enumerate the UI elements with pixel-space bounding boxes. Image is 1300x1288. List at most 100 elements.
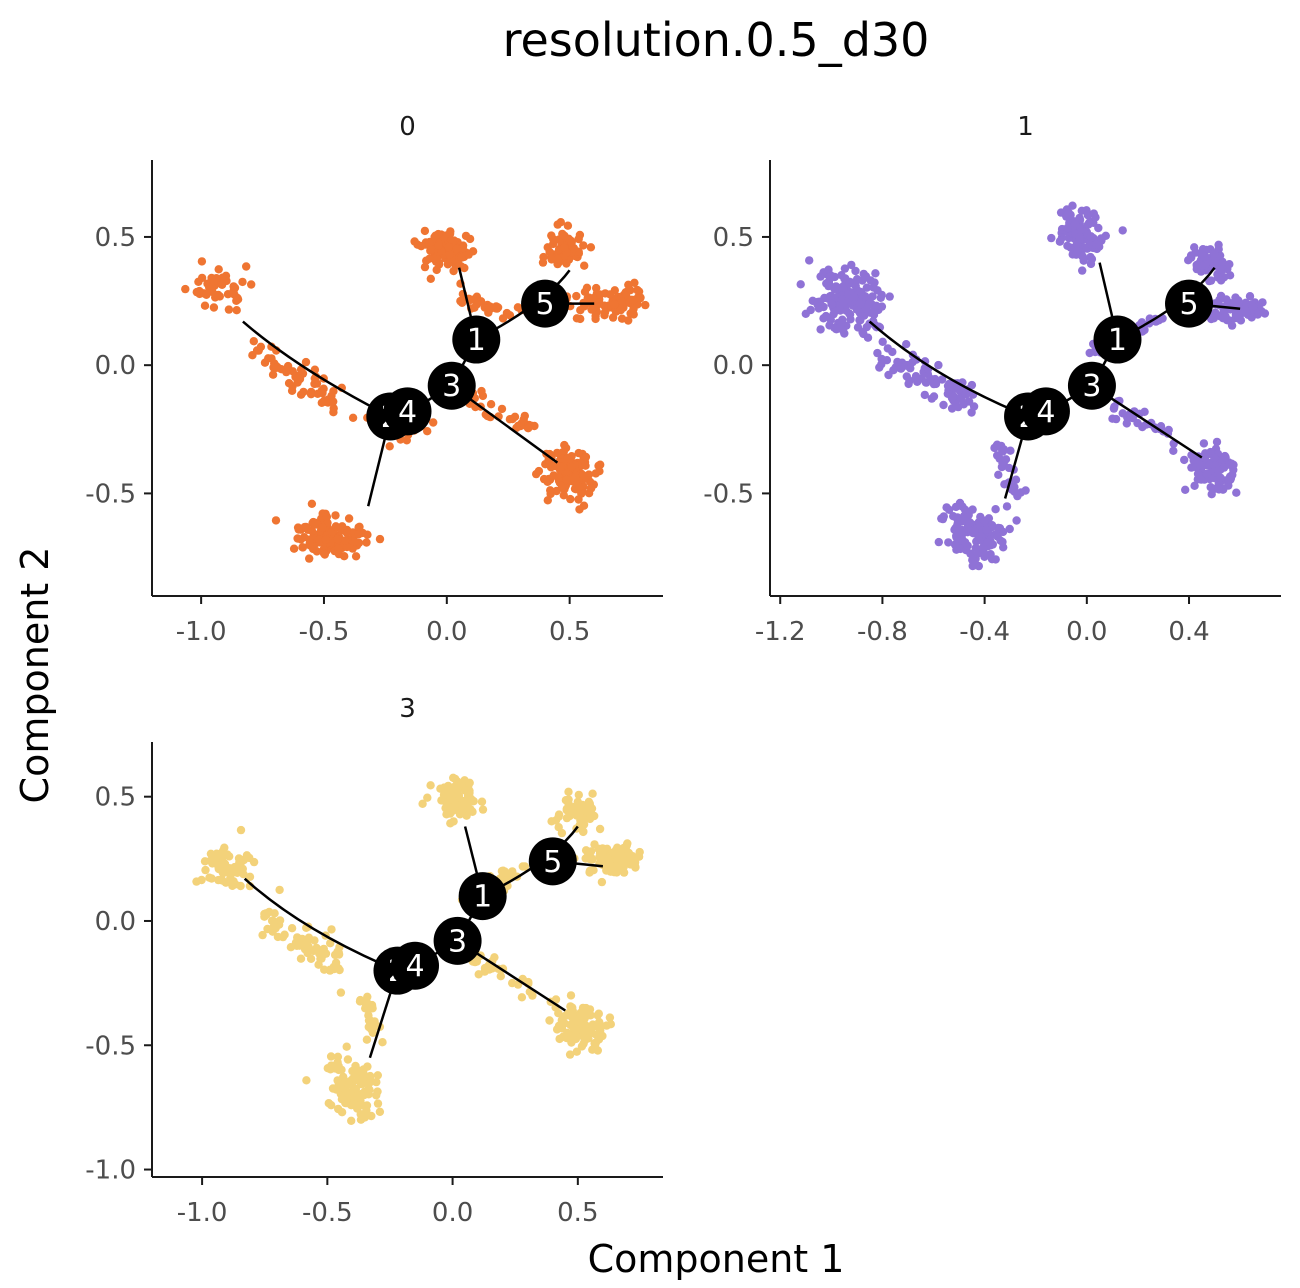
data-point [294,525,303,534]
data-point [350,537,360,546]
data-point [600,308,610,317]
data-point [485,303,494,313]
data-point [227,864,236,873]
data-point [586,807,595,817]
data-point [967,380,977,390]
data-point [816,272,825,281]
node-label: 4 [398,395,417,430]
data-point [961,538,970,547]
data-point [1198,245,1208,254]
data-point [846,315,855,324]
data-point [1180,455,1189,465]
data-point [557,828,567,838]
data-point [242,262,251,271]
data-point [293,534,302,543]
data-point [579,806,589,815]
data-point [826,291,836,301]
data-point [347,1116,356,1126]
data-point [286,943,296,952]
data-point [1118,226,1127,235]
branch-nodes: 12345 [366,279,570,441]
data-point [329,397,338,406]
data-point [331,511,340,520]
data-point [420,226,430,236]
data-point [978,543,988,552]
data-point [181,284,190,294]
data-point [1224,475,1233,484]
data-point [986,550,995,559]
x-tick-label: -0.8 [857,617,908,647]
data-point [851,266,860,276]
data-point [951,502,961,512]
data-point [456,296,465,306]
data-point [295,941,304,950]
data-point [351,552,361,561]
data-point [1078,266,1087,275]
data-point [1109,404,1119,413]
data-point [549,471,558,480]
data-point [249,337,258,346]
y-tick-label: -1.0 [85,1156,136,1186]
data-point [356,1078,365,1087]
data-point [305,554,314,563]
data-point [848,278,858,288]
data-point [581,1021,591,1030]
data-point [547,817,556,826]
data-point [873,348,882,358]
data-point [947,393,957,403]
data-point [555,1034,564,1044]
data-point [340,552,349,561]
data-point [229,282,238,291]
data-point [268,370,278,379]
data-point [953,519,962,528]
node-marker [383,387,432,436]
node-1: 1 [458,872,507,921]
data-point [568,1006,577,1015]
data-point [245,872,255,881]
data-point [563,1028,572,1038]
data-point [457,253,466,262]
data-point [1210,262,1219,271]
data-point [995,454,1004,463]
data-point [560,243,569,252]
x-tick-label: 0.0 [432,1198,473,1228]
data-point [518,862,527,871]
data-point [829,309,838,319]
data-point [1220,451,1230,461]
data-point [588,789,597,798]
data-point [236,825,246,835]
data-point [630,278,639,287]
data-point [934,360,943,370]
data-point [442,798,451,807]
data-point [420,262,430,272]
data-point [1072,250,1081,259]
data-point [342,528,351,537]
data-point [856,299,865,309]
data-point [466,295,475,304]
data-point [324,1099,333,1108]
data-point [1006,446,1015,455]
data-point [207,874,216,883]
data-point [567,238,576,247]
data-point [1184,256,1193,265]
data-point [633,285,642,295]
data-point [543,477,552,486]
data-point [585,814,595,824]
data-point [340,536,350,545]
data-point [1205,276,1214,286]
data-point [425,254,434,263]
data-point [342,1042,351,1051]
data-point [579,827,588,836]
data-point [465,778,474,787]
data-point [460,263,469,273]
axes: -1.2 -0.8 -0.4 0.0 0.4 -0.5 0.0 0.5 [703,160,1281,647]
node-marker [433,916,482,965]
data-point [570,1015,579,1025]
data-point [375,1107,385,1117]
data-point [586,866,595,876]
x-tick-label: 0.5 [549,617,590,647]
data-point [616,306,625,315]
data-point [560,231,569,240]
data-point [554,812,563,821]
data-point [543,496,552,505]
